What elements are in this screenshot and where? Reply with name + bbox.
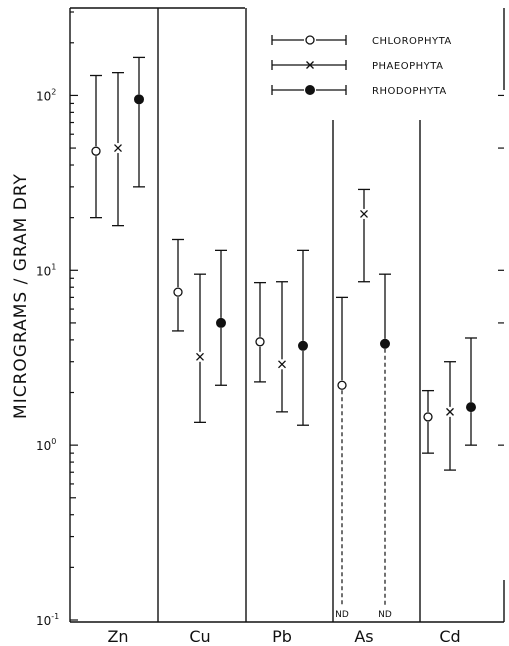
legend-chlorophyta-label: CHLOROPHYTA xyxy=(372,36,452,47)
rhodophyta-cu-point xyxy=(216,317,226,328)
y-tick-label: 102 xyxy=(36,87,56,103)
rhodophyta-cd-point xyxy=(466,402,476,413)
phaeophyta-cd-point xyxy=(446,407,454,416)
x-tick-label-cd: Cd xyxy=(439,627,460,646)
x-tick-label-zn: Zn xyxy=(107,627,128,646)
rhodophyta-as-nd-label: ND xyxy=(378,610,392,620)
chlorophyta-as-nd-label: ND xyxy=(335,610,349,620)
chlorophyta-cu-point xyxy=(173,287,183,297)
y-tick-label: 101 xyxy=(36,262,56,278)
chlorophyta-pb-point xyxy=(255,337,265,347)
chlorophyta-cd-point xyxy=(423,412,433,422)
rhodophyta-zn-point xyxy=(134,94,144,105)
y-tick-label: 100 xyxy=(36,437,56,453)
rhodophyta-pb-point xyxy=(298,340,308,351)
phaeophyta-as-point xyxy=(360,209,368,218)
x-tick-label-cu: Cu xyxy=(189,627,210,646)
y-tick-label: 10-1 xyxy=(36,612,59,628)
chlorophyta-as-point xyxy=(337,380,347,390)
rhodophyta-as-point xyxy=(380,338,390,349)
legend-phaeophyta-marker xyxy=(306,61,314,69)
legend-chlorophyta-marker xyxy=(305,35,315,45)
legend-rhodophyta-marker xyxy=(305,85,315,95)
phaeophyta-pb-point xyxy=(278,360,286,369)
phaeophyta-cu-point xyxy=(196,352,204,361)
x-tick-label-as: As xyxy=(354,627,373,646)
y-axis-label: MICROGRAMS / GRAM DRY xyxy=(11,173,31,419)
x-tick-label-pb: Pb xyxy=(272,627,292,646)
legend-phaeophyta-label: PHAEOPHYTA xyxy=(372,61,443,72)
phaeophyta-zn-point xyxy=(114,144,122,153)
chlorophyta-zn-point xyxy=(91,146,101,156)
legend-rhodophyta-label: RHODOPHYTA xyxy=(372,86,447,97)
